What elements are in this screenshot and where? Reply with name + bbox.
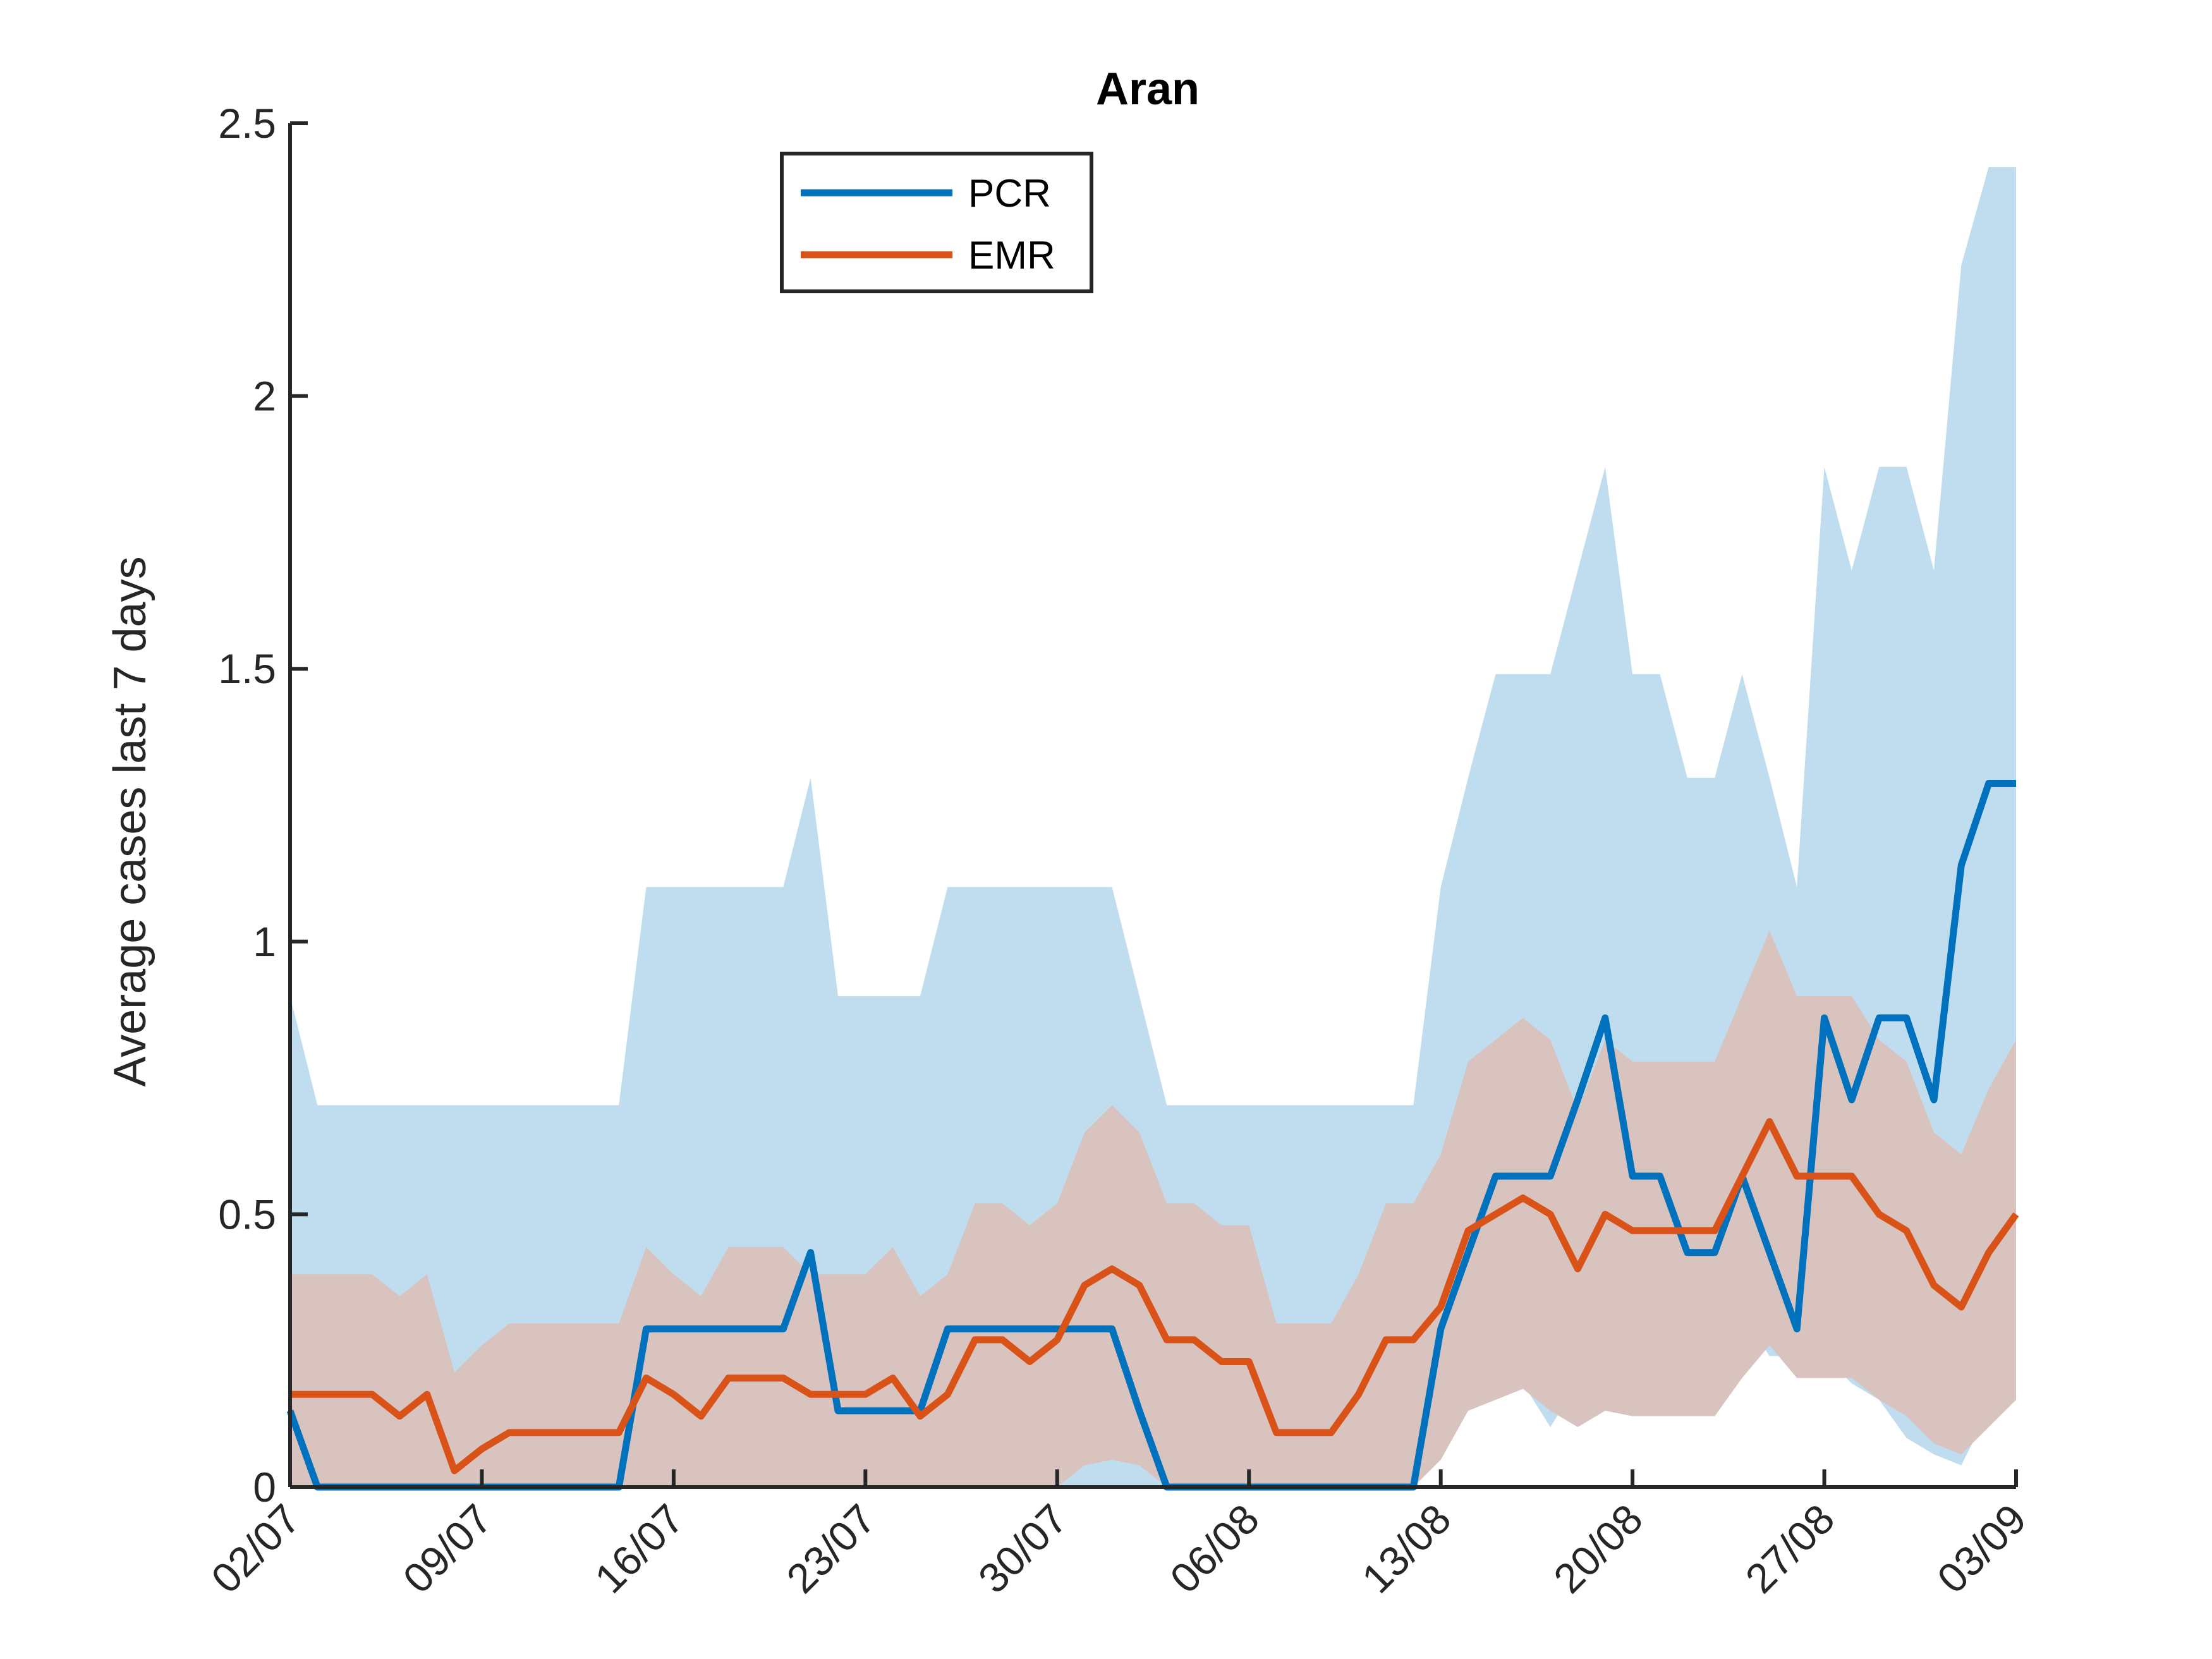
y-tick-label: 2 <box>253 373 276 420</box>
legend-label-pcr: PCR <box>968 172 1051 216</box>
series-line-emr <box>290 1118 2019 1474</box>
confidence-bands <box>290 167 2016 1487</box>
y-tick-label: 2.5 <box>218 100 276 147</box>
legend-label-emr: EMR <box>968 234 1055 277</box>
y-axis-label: Average cases last 7 days <box>105 556 155 1086</box>
y-tick-label: 0.5 <box>218 1191 276 1237</box>
x-tick-label: 09/07 <box>394 1495 501 1602</box>
x-tick-label: 13/08 <box>1352 1495 1459 1602</box>
x-tick-label: 06/08 <box>1161 1495 1268 1602</box>
x-tick-label: 20/08 <box>1545 1495 1651 1602</box>
x-tick-label: 23/07 <box>777 1495 884 1602</box>
x-tick-label: 16/07 <box>586 1495 693 1602</box>
y-tick-label: 1 <box>253 918 276 965</box>
band-emr <box>290 930 2016 1487</box>
legend-box <box>780 152 1093 293</box>
x-tick-label: 27/08 <box>1736 1495 1843 1602</box>
x-tick-label: 30/07 <box>969 1495 1076 1602</box>
x-tick-label: 02/07 <box>202 1495 309 1602</box>
x-tick-label: 03/09 <box>1928 1495 2035 1602</box>
y-tick-label: 1.5 <box>218 645 276 692</box>
chart-title: Aran <box>1096 64 1200 114</box>
legend: PCR EMR <box>780 152 1093 293</box>
y-tick-label: 0 <box>253 1464 276 1510</box>
